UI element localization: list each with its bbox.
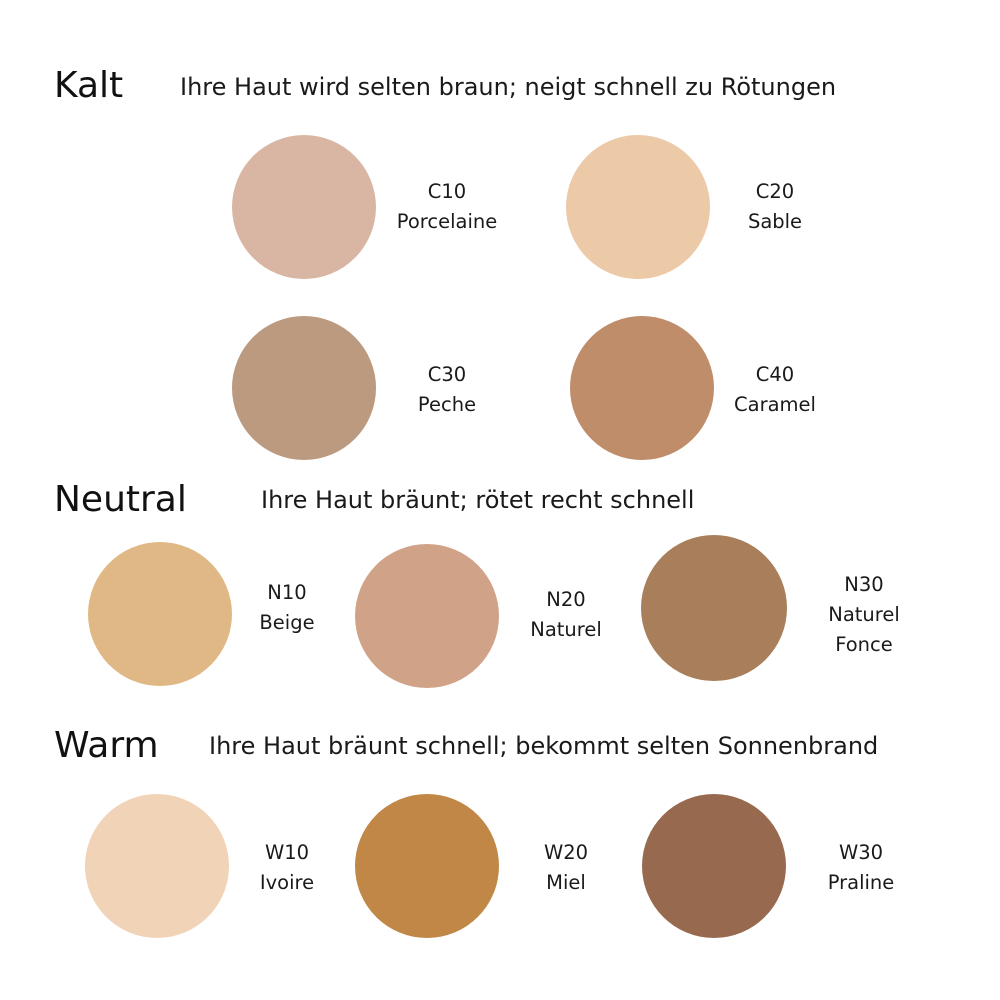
- section-description-warm: Ihre Haut bräunt schnell; bekommt selten…: [209, 732, 879, 760]
- swatch-n20: [355, 544, 499, 688]
- shade-name: Naturel: [828, 603, 900, 626]
- shade-label-w10: W10 Ivoire: [260, 838, 314, 898]
- shade-label-w20: W20 Miel: [544, 838, 588, 898]
- swatch-c20: [566, 135, 710, 279]
- shade-code: C30: [427, 363, 467, 386]
- shade-label-c30: C30 Peche: [418, 360, 476, 420]
- swatch-n10: [88, 542, 232, 686]
- shade-name: Miel: [546, 871, 586, 894]
- swatch-w10: [85, 794, 229, 938]
- shade-label-n30: N30 Naturel Fonce: [828, 570, 900, 660]
- shade-code: C20: [755, 180, 795, 203]
- shade-code: N10: [267, 581, 307, 604]
- shade-code: W10: [264, 841, 310, 864]
- swatch-w20: [355, 794, 499, 938]
- section-title-neutral: Neutral: [54, 479, 187, 520]
- shade-label-n20: N20 Naturel: [530, 585, 602, 645]
- shade-code: C10: [427, 180, 467, 203]
- shade-name: Beige: [259, 611, 315, 634]
- section-title-warm: Warm: [54, 725, 159, 766]
- shade-label-c40: C40 Caramel: [734, 360, 816, 420]
- shade-label-c20: C20 Sable: [748, 177, 802, 237]
- shade-name: Peche: [417, 393, 477, 416]
- shade-name: Sable: [747, 210, 803, 233]
- shade-name: Fonce: [835, 633, 893, 656]
- swatch-w30: [642, 794, 786, 938]
- section-description-neutral: Ihre Haut bräunt; rötet recht schnell: [261, 486, 695, 514]
- shade-code: N30: [844, 573, 884, 596]
- shade-name: Ivoire: [259, 871, 315, 894]
- swatch-c40: [570, 316, 714, 460]
- shade-name: Praline: [827, 871, 895, 894]
- shade-label-w30: W30 Praline: [828, 838, 895, 898]
- swatch-c10: [232, 135, 376, 279]
- swatch-c30: [232, 316, 376, 460]
- section-title-kalt: Kalt: [54, 65, 124, 106]
- swatch-n30: [641, 535, 787, 681]
- shade-label-n10: N10 Beige: [259, 578, 314, 638]
- shade-code: W30: [838, 841, 884, 864]
- shade-code: N20: [546, 588, 586, 611]
- shade-name: Caramel: [734, 393, 816, 416]
- shade-code: C40: [755, 363, 795, 386]
- section-description-kalt: Ihre Haut wird selten braun; neigt schne…: [180, 73, 837, 101]
- shade-code: W20: [543, 841, 589, 864]
- shade-label-c10: C10 Porcelaine: [397, 177, 497, 237]
- shade-name: Naturel: [530, 618, 602, 641]
- shade-name: Porcelaine: [396, 210, 498, 233]
